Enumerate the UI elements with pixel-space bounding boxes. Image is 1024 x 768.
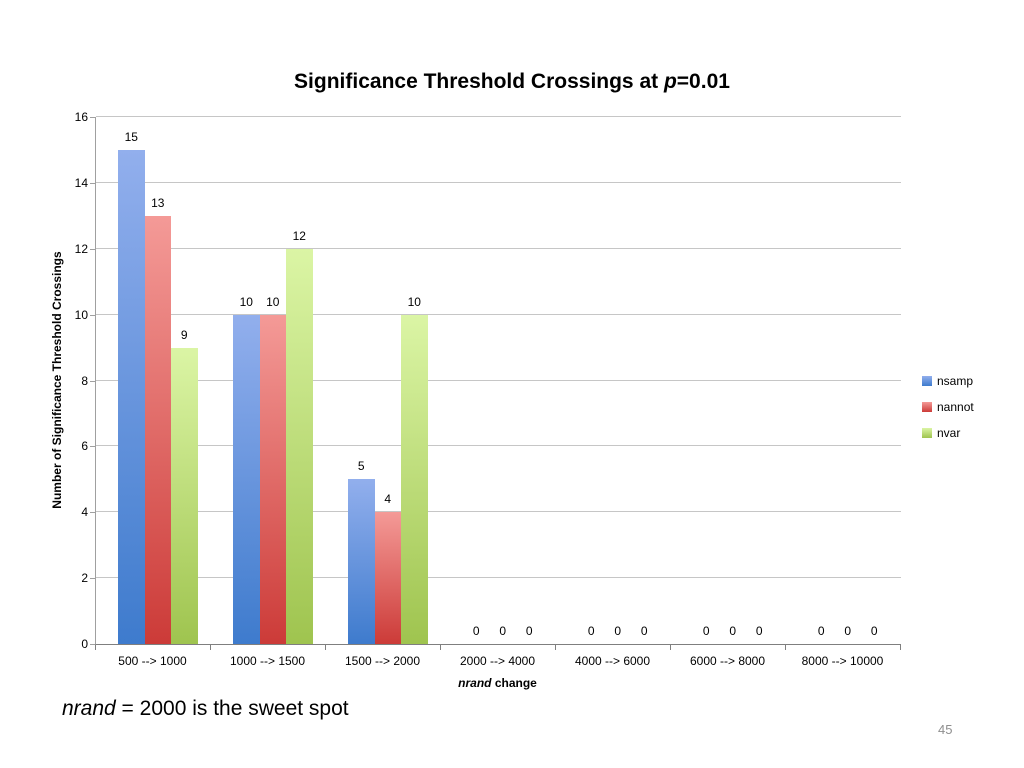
- x-axis-tick: [210, 645, 211, 650]
- bar-nannot: [259, 314, 286, 644]
- y-axis-tick: [90, 578, 95, 580]
- y-tick-label: 2: [81, 571, 88, 586]
- legend-swatch-nvar: [922, 428, 932, 438]
- category-label: 6000 --> 8000: [689, 654, 766, 668]
- bar-nsamp: [348, 479, 375, 644]
- x-axis-tick: [900, 645, 901, 650]
- bar-nvar: [286, 248, 313, 644]
- category-label: 8000 --> 10000: [801, 654, 884, 668]
- bar-value-label: 0: [499, 624, 507, 638]
- gridline: [96, 379, 901, 381]
- bar-value-label: 0: [525, 624, 533, 638]
- legend-swatch-nsamp: [922, 376, 932, 386]
- legend-label: nsamp: [937, 374, 974, 388]
- plot-area: 15 13 9 10 10 12 5 4 10 0 0 0 0 0 0 0 0 0 0 0 0: [95, 116, 901, 645]
- x-axis-title-rest: change: [491, 676, 537, 690]
- y-tick-label: 0: [81, 637, 88, 651]
- category-label: 1500 --> 2000: [344, 654, 421, 668]
- y-tick-label: 10: [74, 307, 88, 322]
- bar-value-label: 0: [587, 624, 595, 638]
- y-tick-label: 8: [81, 373, 88, 388]
- note-text: nrand = 2000 is the sweet spot: [62, 697, 349, 721]
- x-axis-tick: [95, 645, 96, 650]
- category-label: 4000 --> 6000: [574, 654, 651, 668]
- bar-value-label: 0: [817, 624, 825, 638]
- y-axis-tick: [90, 446, 95, 448]
- bar-nannot: [144, 215, 171, 644]
- bar-nsamp: [233, 314, 260, 644]
- bar-value-label: 13: [151, 195, 165, 210]
- bar-nannot: [374, 512, 401, 644]
- gridline: [96, 313, 901, 315]
- chart-title: Significance Threshold Crossings at p=0.…: [0, 70, 1024, 94]
- gridline: [96, 445, 901, 447]
- legend-item-nannot: nannot: [922, 394, 974, 420]
- y-axis-tick: [90, 248, 95, 250]
- bar-value-label: 5: [357, 459, 365, 474]
- bar-nvar: [171, 347, 198, 644]
- gridline: [96, 511, 901, 513]
- x-axis-title: nrand change: [95, 676, 900, 690]
- y-axis-tick: [90, 314, 95, 316]
- note-rest: = 2000 is the sweet spot: [115, 697, 349, 720]
- bar-value-label: 0: [844, 624, 852, 638]
- gridline: [96, 116, 901, 117]
- legend-item-nvar: nvar: [922, 420, 974, 446]
- x-axis-tick: [325, 645, 326, 650]
- bar-nvar: [401, 314, 428, 644]
- bar-value-label: 10: [239, 294, 253, 309]
- chart-title-italic-p: p: [663, 70, 677, 93]
- x-axis-tick: [555, 645, 556, 650]
- chart-title-suffix: =0.01: [676, 70, 730, 93]
- y-axis-tick: [90, 117, 95, 118]
- bar-value-label: 15: [124, 129, 138, 144]
- y-axis-tick: [90, 182, 95, 184]
- legend-label: nvar: [937, 426, 961, 440]
- legend: nsamp nannot nvar: [922, 368, 974, 446]
- legend-item-nsamp: nsamp: [922, 368, 974, 394]
- gridline: [96, 247, 901, 249]
- y-axis-tick: [90, 644, 95, 645]
- bar-value-label: 0: [729, 624, 737, 638]
- y-tick-label: 16: [74, 110, 88, 124]
- x-axis-tick: [440, 645, 441, 650]
- legend-swatch-nannot: [922, 402, 932, 412]
- chart-title-prefix: Significance Threshold Crossings at: [294, 70, 664, 93]
- y-axis-tick: [90, 380, 95, 382]
- bar-value-label: 0: [755, 624, 763, 638]
- bar-value-label: 9: [180, 327, 188, 342]
- y-tick-label: 12: [74, 241, 88, 256]
- bar-value-label: 10: [266, 294, 280, 309]
- bar-value-label: 10: [407, 294, 421, 309]
- note-italic: nrand: [62, 697, 116, 720]
- gridline: [96, 181, 901, 183]
- bar-value-label: 0: [702, 624, 710, 638]
- page-number: 45: [938, 722, 953, 737]
- bar-nsamp: [118, 149, 145, 644]
- x-axis-title-italic: nrand: [458, 676, 492, 690]
- bar-value-label: 0: [472, 624, 480, 638]
- bar-value-label: 0: [640, 624, 648, 638]
- x-axis-tick: [670, 645, 671, 650]
- gridline: [96, 577, 901, 579]
- category-label: 2000 --> 4000: [459, 654, 536, 668]
- y-tick-label: 4: [81, 505, 88, 520]
- category-label: 1000 --> 1500: [229, 654, 306, 668]
- bar-value-label: 0: [614, 624, 622, 638]
- x-axis-tick: [785, 645, 786, 650]
- y-tick-label: 6: [81, 439, 88, 454]
- category-label: 500 --> 1000: [118, 654, 187, 668]
- legend-label: nannot: [937, 400, 974, 414]
- y-tick-label: 14: [74, 175, 88, 190]
- bar-value-label: 0: [870, 624, 878, 638]
- bar-value-label: 4: [384, 492, 392, 507]
- bar-value-label: 12: [292, 228, 306, 243]
- y-axis-tick: [90, 512, 95, 514]
